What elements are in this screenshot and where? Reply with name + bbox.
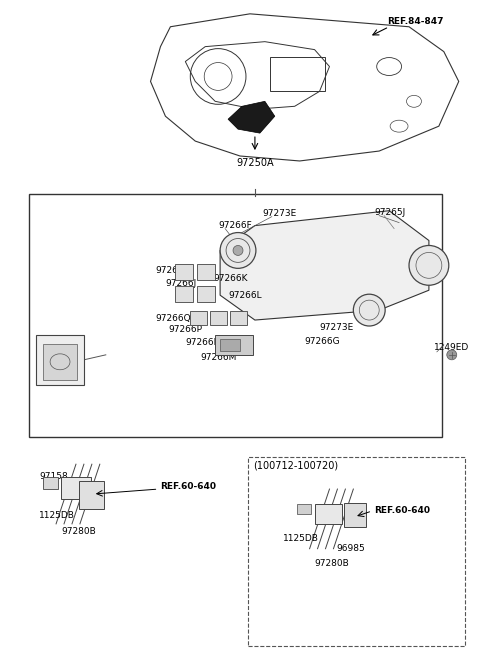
Text: 1125DB: 1125DB — [39, 512, 75, 521]
Circle shape — [353, 294, 385, 326]
Bar — [29, 194, 442, 438]
Text: REF.60-640: REF.60-640 — [160, 481, 216, 491]
Circle shape — [447, 350, 457, 360]
Text: 97250A: 97250A — [236, 158, 274, 168]
Bar — [197, 265, 215, 280]
Text: REF.60-640: REF.60-640 — [374, 506, 430, 515]
Text: 97273E: 97273E — [320, 324, 354, 333]
Bar — [210, 311, 227, 325]
Circle shape — [220, 233, 256, 269]
Text: 97158: 97158 — [39, 472, 68, 481]
Bar — [197, 286, 215, 302]
Text: 97280B: 97280B — [61, 527, 96, 536]
Bar — [36, 335, 84, 384]
Text: 97266H: 97266H — [156, 266, 191, 275]
Text: 1249ED: 1249ED — [434, 343, 469, 352]
Text: 97266N: 97266N — [185, 339, 221, 347]
Bar — [220, 339, 240, 351]
Text: 97266P: 97266P — [168, 326, 203, 335]
Text: 97265J: 97265J — [374, 208, 406, 217]
Bar — [190, 311, 207, 325]
Text: 97266Q: 97266Q — [156, 314, 191, 322]
Text: REF.84-847: REF.84-847 — [387, 17, 444, 26]
Bar — [61, 477, 91, 499]
Text: 97266M: 97266M — [200, 353, 237, 362]
Bar — [175, 265, 193, 280]
Bar — [43, 344, 77, 380]
Bar — [215, 335, 253, 355]
Polygon shape — [220, 211, 429, 320]
Bar — [270, 56, 324, 92]
Bar — [248, 457, 465, 646]
Text: 96985: 96985 — [336, 544, 365, 553]
Bar — [344, 503, 366, 527]
Circle shape — [409, 246, 449, 285]
Bar — [314, 504, 342, 524]
Circle shape — [233, 246, 243, 255]
Polygon shape — [228, 102, 275, 133]
Bar — [43, 477, 58, 489]
Text: 97266G: 97266G — [305, 337, 340, 346]
Text: (100712-100720): (100712-100720) — [253, 460, 338, 470]
Text: 97266J: 97266J — [166, 279, 197, 288]
Bar — [230, 311, 247, 325]
Text: 97280B: 97280B — [314, 559, 349, 568]
Text: 94540: 94540 — [36, 364, 65, 372]
Bar — [297, 504, 311, 514]
Text: 1125DB: 1125DB — [283, 534, 319, 543]
Text: 97266K: 97266K — [213, 274, 248, 283]
Bar — [175, 286, 193, 302]
Text: 97266L: 97266L — [228, 291, 262, 300]
Bar — [79, 481, 104, 509]
Text: 97273E: 97273E — [263, 209, 297, 218]
Text: 97266F: 97266F — [218, 221, 252, 230]
